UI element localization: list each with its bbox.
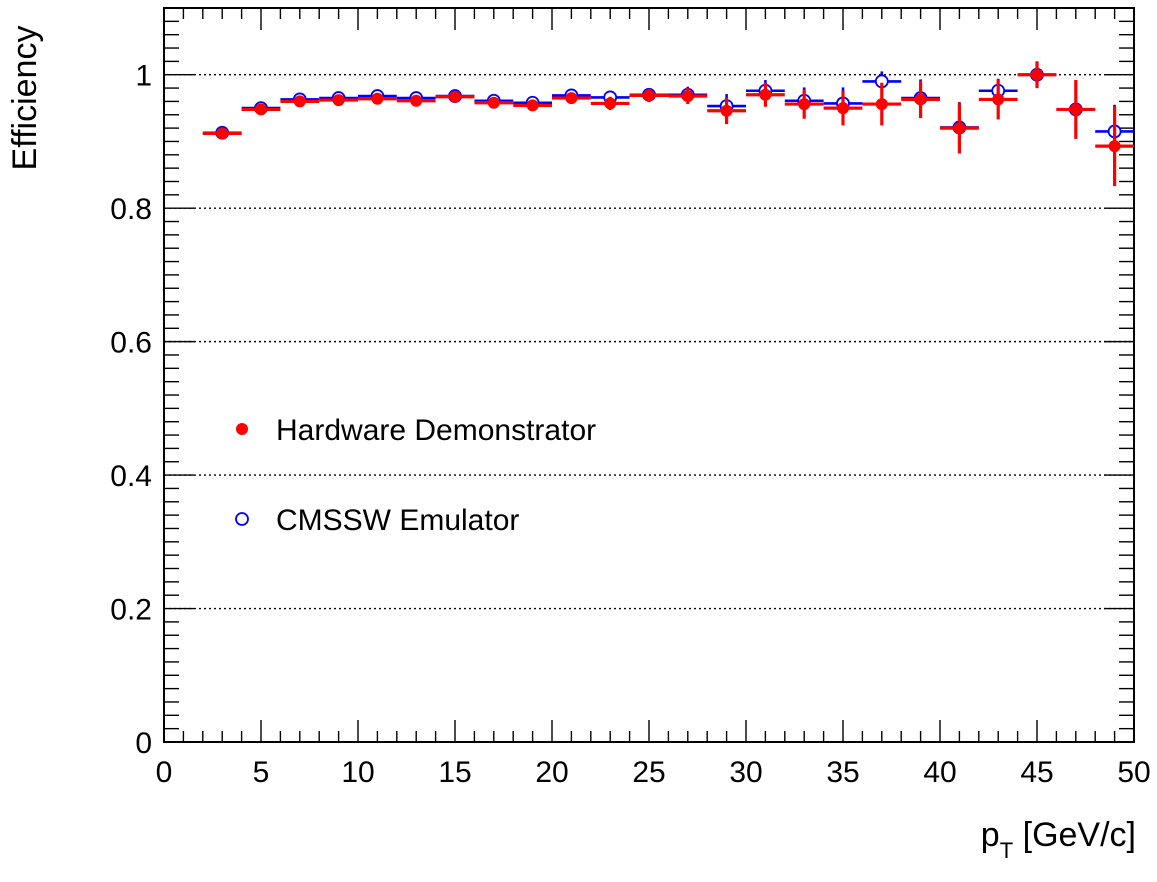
data-point <box>914 93 927 106</box>
y-tick-label: 0 <box>135 727 152 760</box>
data-point <box>759 88 772 101</box>
data-point <box>371 92 384 105</box>
data-point <box>681 90 694 103</box>
y-tick-label: 0.4 <box>110 460 152 493</box>
data-point <box>992 93 1005 106</box>
x-tick-label: 35 <box>826 756 859 789</box>
series-hardware-demonstrator <box>202 61 1134 187</box>
x-tick-label: 15 <box>438 756 471 789</box>
x-axis-title: pT [GeV/c] <box>981 816 1136 863</box>
y-tick-label: 0.8 <box>110 193 152 226</box>
x-tick-label: 5 <box>253 756 270 789</box>
x-tick-label: 10 <box>341 756 374 789</box>
data-point <box>643 89 655 102</box>
data-point <box>487 96 500 109</box>
data-point <box>565 92 578 105</box>
series-cmssw-emulator <box>202 61 1134 159</box>
data-series <box>202 61 1134 187</box>
plot-frame <box>163 7 1135 743</box>
legend-label-hardware: Hardware Demonstrator <box>276 414 596 447</box>
grid-lines <box>164 74 1134 610</box>
data-point <box>953 122 966 135</box>
data-point <box>1031 68 1043 81</box>
x-axis-title-unit: [GeV/c] <box>1013 816 1136 854</box>
data-point <box>604 97 617 110</box>
legend-marker-hardware <box>236 423 248 435</box>
axis-ticks <box>163 7 1135 743</box>
x-axis-title-main: p <box>981 816 1000 854</box>
x-tick-label: 20 <box>535 756 568 789</box>
x-tick-label: 30 <box>729 756 762 789</box>
data-point <box>720 104 733 117</box>
data-point <box>1108 140 1121 153</box>
data-point <box>293 95 306 108</box>
x-tick-label: 45 <box>1020 756 1053 789</box>
x-tick-label: 0 <box>156 756 173 789</box>
data-point <box>255 103 267 116</box>
data-point <box>875 98 888 111</box>
legend-label-emulator: CMSSW Emulator <box>276 504 519 537</box>
data-point <box>837 102 849 115</box>
y-tick-label: 0.6 <box>110 327 152 360</box>
legend: Hardware Demonstrator CMSSW Emulator <box>235 414 596 537</box>
data-point <box>526 99 539 112</box>
y-axis-title: Efficiency <box>6 26 44 171</box>
data-point <box>332 94 345 107</box>
data-point <box>410 94 423 107</box>
y-tick-label: 0.2 <box>110 594 152 627</box>
x-tick-label: 40 <box>923 756 956 789</box>
y-tick-label: 1 <box>135 60 152 93</box>
tick-labels: 0 5 10 15 20 25 30 35 40 45 50 0 0.2 0.4 0.6 0.8 1 <box>110 60 1150 789</box>
data-point <box>798 98 811 111</box>
x-tick-label: 25 <box>632 756 665 789</box>
x-tick-label: 50 <box>1117 756 1150 789</box>
data-point <box>1069 103 1082 116</box>
x-axis-title-subscript: T <box>1000 838 1013 863</box>
data-point <box>449 90 461 103</box>
data-point <box>216 127 229 140</box>
legend-marker-emulator <box>235 512 249 526</box>
